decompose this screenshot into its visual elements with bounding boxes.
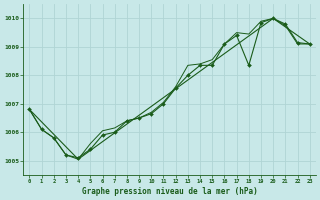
X-axis label: Graphe pression niveau de la mer (hPa): Graphe pression niveau de la mer (hPa) bbox=[82, 187, 258, 196]
